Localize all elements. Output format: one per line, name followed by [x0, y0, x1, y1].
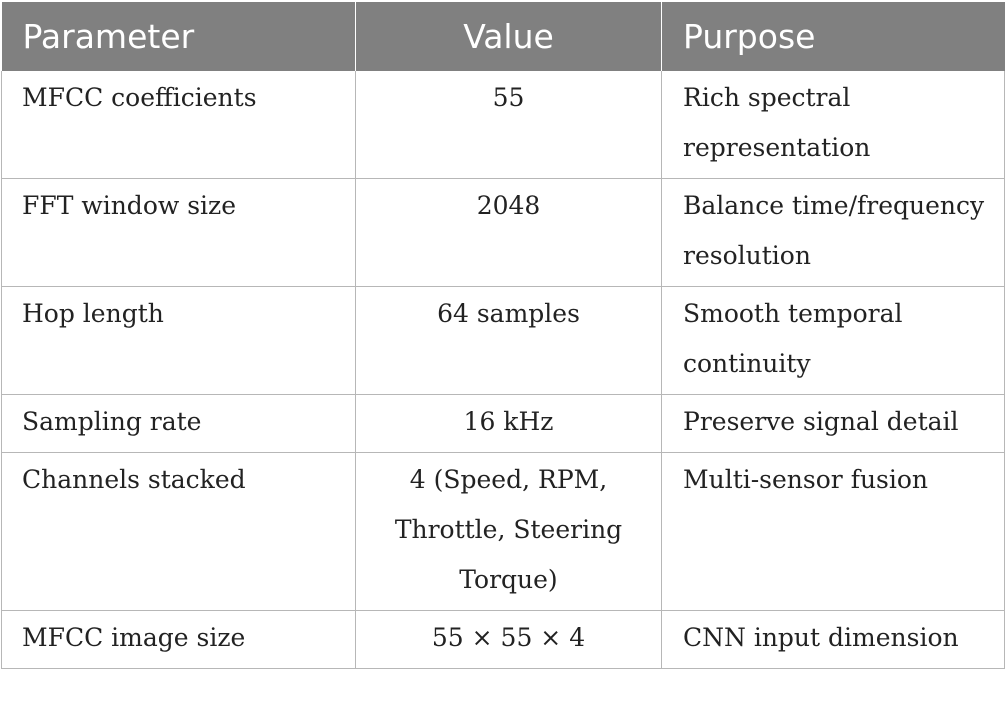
cell-value: 64 samples [355, 286, 662, 395]
cell-parameter: FFT window size [1, 178, 356, 287]
cell-value: 2048 [355, 178, 662, 287]
parameter-table: Parameter Value Purpose MFCC coefficient… [1, 2, 1005, 669]
cell-parameter: MFCC coefficients [1, 71, 356, 179]
cell-value: 4 (Speed, RPM, Throttle, Steering Torque… [355, 452, 662, 611]
header-purpose: Purpose [683, 17, 816, 56]
table-row: Channels stacked 4 (Speed, RPM, Throttle… [1, 452, 1005, 611]
table-row: MFCC coefficients 55 Rich spectral repre… [1, 71, 1005, 179]
cell-purpose: Smooth temporal continuity [661, 286, 1005, 395]
cell-purpose: Rich spectral representation [661, 71, 1005, 179]
cell-purpose: Multi-sensor fusion [661, 452, 1005, 611]
table-header-row: Parameter Value Purpose [1, 2, 1005, 71]
cell-parameter: Channels stacked [1, 452, 356, 611]
table-row: Hop length 64 samples Smooth temporal co… [1, 286, 1005, 395]
parameter-table-container: Parameter Value Purpose MFCC coefficient… [0, 2, 1005, 669]
cell-purpose: Preserve signal detail [661, 394, 1005, 453]
cell-value: 16 kHz [355, 394, 662, 453]
header-parameter: Parameter [1, 2, 356, 71]
cell-purpose: CNN input dimension [661, 610, 1005, 669]
cell-parameter: Hop length [1, 286, 356, 395]
table-row: FFT window size 2048 Balance time/freque… [1, 178, 1005, 287]
table-row: MFCC image size 55 × 55 × 4 CNN input di… [1, 610, 1005, 669]
cell-parameter: Sampling rate [1, 394, 356, 453]
cell-parameter: MFCC image size [1, 610, 356, 669]
cell-value: 55 × 55 × 4 [355, 610, 662, 669]
cell-value: 55 [355, 71, 662, 179]
table-row: Sampling rate 16 kHz Preserve signal det… [1, 394, 1005, 453]
cell-purpose: Balance time/frequency resolution [661, 178, 1005, 287]
header-value: Value [355, 2, 662, 71]
